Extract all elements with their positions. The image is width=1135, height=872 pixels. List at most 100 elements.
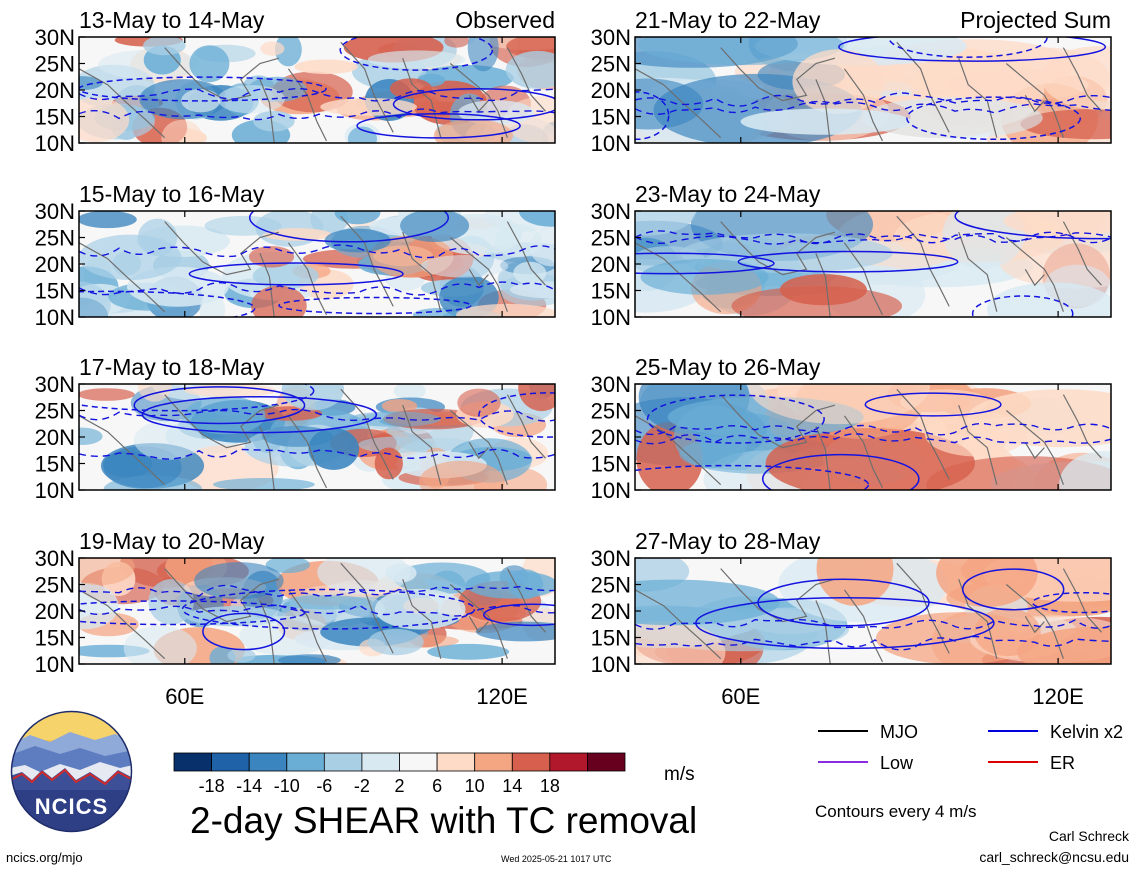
colorbar-swatch <box>436 752 476 772</box>
lat-tick-label: 25N <box>591 52 631 77</box>
legend-label: Kelvin x2 <box>1050 722 1123 742</box>
panel-period-6: 23-May to 24-May <box>635 181 821 207</box>
lat-tick-label: 10N <box>591 652 631 677</box>
colorbar-tick-label: -18 <box>199 776 225 796</box>
colorbar-swatch <box>587 752 626 772</box>
lat-tick-label: 30N <box>35 372 75 397</box>
lat-tick-label: 15N <box>591 279 631 304</box>
lat-tick-label: 20N <box>591 425 631 450</box>
lat-tick-label: 30N <box>35 199 75 224</box>
lat-tick-label: 20N <box>35 599 75 624</box>
colorbar-tick-label: -10 <box>274 776 300 796</box>
colorbar-swatch <box>211 752 250 772</box>
logo-text: NCICS <box>35 794 108 819</box>
colorbar-swatch <box>286 752 325 772</box>
colorbar-tick-label: 18 <box>540 776 560 796</box>
colorbar-swatch <box>399 752 438 772</box>
lat-tick-label: 20N <box>591 78 631 103</box>
lat-tick-label: 25N <box>591 226 631 251</box>
colorbar-swatch <box>361 752 400 772</box>
lon-tick-label: 60E <box>165 684 204 709</box>
column-label-projected: Projected Sum <box>960 7 1111 33</box>
author-email[interactable]: carl_schreck@ncsu.edu <box>979 849 1129 865</box>
colorbar-swatch <box>549 752 588 772</box>
lat-tick-label: 10N <box>591 478 631 503</box>
lat-tick-label: 30N <box>35 25 75 50</box>
colorbar-tick-label: 6 <box>432 776 442 796</box>
panel-5: 21-May to 22-May Projected Sum 30N25N20N15… <box>591 7 1112 156</box>
colorbar-swatch <box>323 752 363 772</box>
timestamp: Wed 2025-05-21 1017 UTC <box>501 854 612 864</box>
panel-period-1: 13-May to 14-May <box>79 7 265 33</box>
lat-tick-label: 10N <box>35 305 75 330</box>
colorbar-tick-label: 10 <box>465 776 485 796</box>
lat-tick-label: 20N <box>35 425 75 450</box>
lat-tick-label: 30N <box>591 199 631 224</box>
colorbar-tick-label: 2 <box>394 776 404 796</box>
colorbar: -18 -14 -10 -6 -2 2 6 10 14 18 <box>173 752 626 796</box>
lat-tick-label: 30N <box>591 25 631 50</box>
lat-tick-label: 10N <box>35 478 75 503</box>
lat-tick-label: 15N <box>35 105 75 130</box>
lat-tick-label: 25N <box>35 399 75 424</box>
colorbar-tick-label: 14 <box>502 776 522 796</box>
panel-period-4: 19-May to 20-May <box>79 528 265 554</box>
lat-tick-label: 25N <box>591 399 631 424</box>
lat-tick-label: 10N <box>591 131 631 156</box>
panel-period-8: 27-May to 28-May <box>635 528 821 554</box>
lat-tick-label: 20N <box>35 78 75 103</box>
legend-label: ER <box>1050 753 1075 773</box>
legend-label: Low <box>880 753 914 773</box>
lon-tick-label: 60E <box>721 684 760 709</box>
colorbar-tick-label: -14 <box>236 776 262 796</box>
lat-tick-label: 15N <box>591 626 631 651</box>
lat-tick-label: 25N <box>35 226 75 251</box>
author-name: Carl Schreck <box>1048 828 1129 844</box>
units-label: m/s <box>664 764 695 785</box>
lat-tick-label: 25N <box>591 573 631 598</box>
lat-tick-label: 15N <box>591 105 631 130</box>
lon-tick-label: 120E <box>1032 684 1083 709</box>
chart-title: 2-day SHEAR with TC removal <box>190 800 698 841</box>
ncics-logo: NCICS <box>10 710 133 833</box>
legend: MJO Kelvin x2 Low ER <box>818 722 1123 773</box>
lat-tick-label: 20N <box>35 252 75 277</box>
lat-tick-label: 10N <box>591 305 631 330</box>
lat-tick-label: 15N <box>35 626 75 651</box>
lat-tick-label: 15N <box>35 279 75 304</box>
lat-tick-label: 15N <box>35 452 75 477</box>
lat-tick-label: 20N <box>591 252 631 277</box>
colorbar-swatch <box>173 752 212 772</box>
lat-tick-label: 25N <box>35 52 75 77</box>
site-link[interactable]: ncics.org/mjo <box>6 850 83 865</box>
colorbar-swatch <box>248 752 288 772</box>
colorbar-tick-label: -6 <box>316 776 332 796</box>
colorbar-swatch <box>474 752 513 772</box>
panel-period-2: 15-May to 16-May <box>79 181 265 207</box>
panel-period-5: 21-May to 22-May <box>635 7 821 33</box>
column-label-observed: Observed <box>455 7 555 33</box>
colorbar-tick-label: -2 <box>354 776 370 796</box>
panel-period-7: 25-May to 26-May <box>635 354 821 380</box>
lat-tick-label: 30N <box>591 546 631 571</box>
lat-tick-label: 30N <box>35 546 75 571</box>
lat-tick-label: 10N <box>35 652 75 677</box>
colorbar-swatch <box>511 752 551 772</box>
contour-note: Contours every 4 m/s <box>815 802 977 821</box>
lat-tick-label: 15N <box>591 452 631 477</box>
lat-tick-label: 25N <box>35 573 75 598</box>
lat-tick-label: 30N <box>591 372 631 397</box>
lat-tick-label: 20N <box>591 599 631 624</box>
panel-period-3: 17-May to 18-May <box>79 354 265 380</box>
lat-tick-label: 10N <box>35 131 75 156</box>
lon-tick-label: 120E <box>476 684 527 709</box>
legend-label: MJO <box>880 722 918 742</box>
